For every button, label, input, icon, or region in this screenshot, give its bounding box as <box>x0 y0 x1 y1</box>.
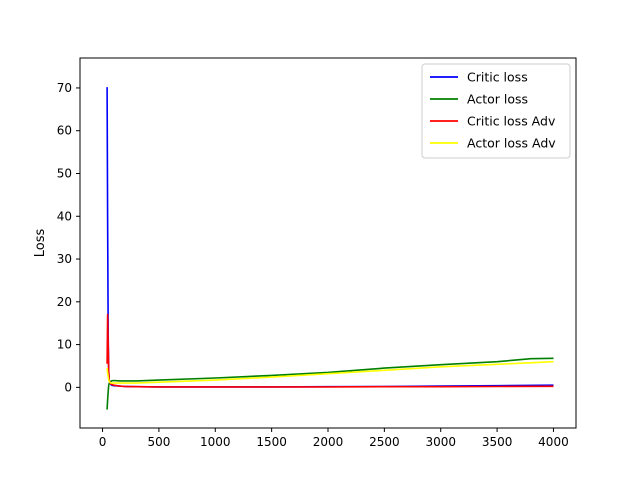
legend-label: Critic loss Adv <box>467 114 556 129</box>
y-tick-label: 60 <box>57 124 72 138</box>
x-tick-label: 2000 <box>313 435 344 449</box>
x-axis: 0 500 1000 1500 2000 2500 3000 3500 4000 <box>99 428 569 449</box>
x-tick-label: 3500 <box>482 435 513 449</box>
series-line-3 <box>106 313 554 388</box>
series-layer <box>106 87 554 410</box>
series-line-2 <box>106 357 554 410</box>
y-axis: 0 10 20 30 40 50 60 70 <box>57 81 80 394</box>
y-tick-label: 10 <box>57 338 72 352</box>
y-tick-label: 30 <box>57 252 72 266</box>
legend-label: Critic loss <box>467 70 528 85</box>
x-tick-label: 0 <box>99 435 107 449</box>
x-tick-label: 3000 <box>425 435 456 449</box>
x-tick-label: 2500 <box>369 435 400 449</box>
y-tick-label: 0 <box>64 380 72 394</box>
x-tick-label: 4000 <box>538 435 569 449</box>
y-tick-label: 50 <box>57 166 72 180</box>
legend-box <box>421 63 571 159</box>
legend-label: Actor loss <box>467 92 528 107</box>
y-tick-label: 70 <box>57 81 72 95</box>
x-tick-label: 1000 <box>200 435 231 449</box>
legend: Critic loss Actor loss Critic loss Adv Acto… <box>421 63 571 159</box>
y-axis-label: Loss <box>33 229 48 258</box>
series-line-4 <box>106 360 554 384</box>
x-tick-label: 500 <box>147 435 170 449</box>
legend-label: Actor loss Adv <box>467 136 556 151</box>
y-tick-label: 20 <box>57 295 72 309</box>
y-tick-label: 40 <box>57 209 72 223</box>
x-tick-label: 1500 <box>256 435 287 449</box>
